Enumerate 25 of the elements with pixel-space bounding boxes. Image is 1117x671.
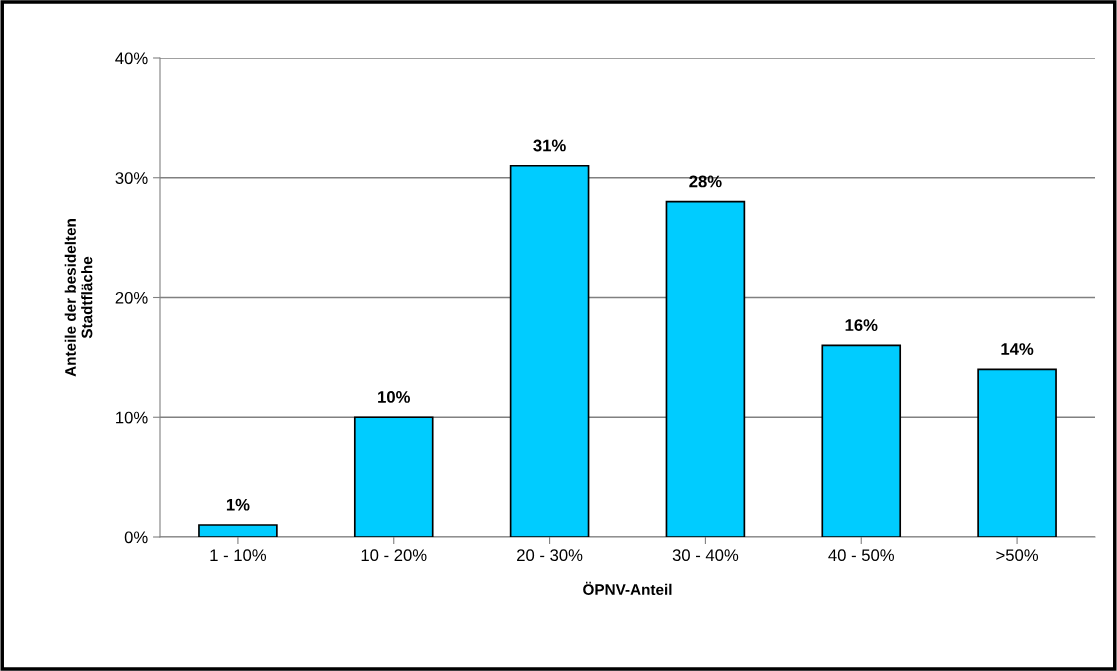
data-label: 28%	[689, 175, 722, 188]
bar	[977, 368, 1057, 537]
data-label: 16%	[845, 319, 878, 331]
data-label: 10%	[378, 391, 410, 403]
bar	[665, 200, 746, 537]
x-tick-label: >50%	[996, 549, 1039, 562]
data-label: 1%	[226, 498, 250, 511]
x-tick-label: 40 - 50%	[828, 549, 895, 562]
data-label: 31%	[533, 139, 566, 152]
data-label: 14%	[1001, 343, 1034, 355]
y-axis-title: Anteile der besidelten Stadtfläche	[64, 219, 93, 377]
bar	[821, 344, 902, 537]
x-tick-label: 1 - 10%	[210, 549, 267, 562]
x-tick-label: 30 - 40%	[672, 549, 739, 562]
bar	[198, 524, 278, 537]
x-tick-label: 10 - 20%	[361, 549, 427, 562]
x-tick-label: 20 - 30%	[517, 549, 583, 562]
y-tick-label: 10%	[116, 411, 148, 424]
bar	[353, 416, 434, 537]
x-axis-title: ÖPNV-Anteil	[583, 581, 672, 596]
bar	[509, 164, 590, 537]
y-tick-label: 40%	[115, 52, 148, 65]
y-tick-label: 30%	[115, 172, 148, 184]
y-tick-label: 0%	[124, 531, 148, 544]
y-tick-label: 20%	[115, 291, 148, 304]
